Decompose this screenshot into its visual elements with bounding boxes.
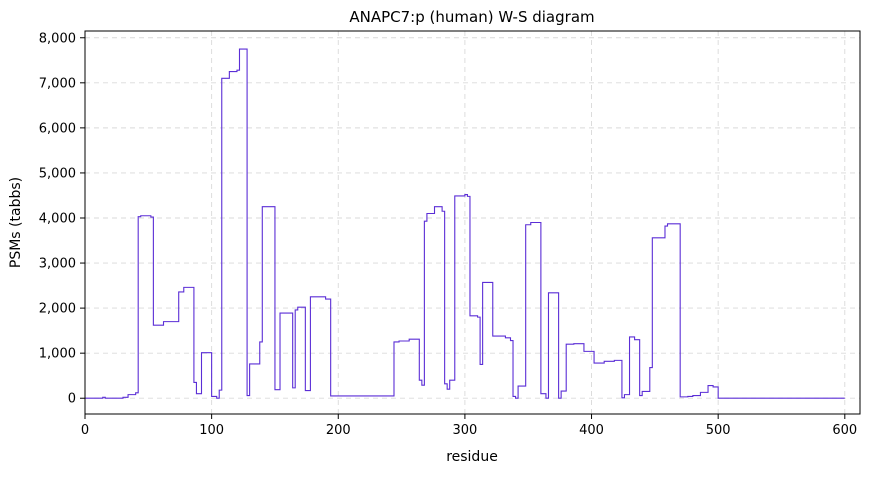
x-tick-label: 0 — [81, 423, 89, 438]
x-tick-label: 500 — [706, 423, 731, 438]
x-tick-label: 600 — [832, 423, 857, 438]
x-axis-label: residue — [446, 449, 498, 465]
series-line-0 — [85, 48, 845, 399]
x-axis: 0 100 200 300 400 500 600 — [81, 414, 857, 438]
y-tick-label: 7,000 — [39, 76, 76, 91]
y-tick-label: 3,000 — [39, 257, 76, 272]
x-tick-label: 300 — [452, 423, 477, 438]
y-tick-label: 4,000 — [39, 211, 76, 226]
chart-title: ANAPC7:p (human) W-S diagram — [349, 8, 594, 26]
y-tick-label: 5,000 — [39, 166, 76, 181]
y-tick-label: 2,000 — [39, 302, 76, 317]
plot-frame — [84, 30, 861, 415]
x-tick-label: 100 — [199, 423, 224, 438]
y-tick-label: 0 — [68, 392, 76, 407]
y-axis: 0 1,000 2,000 3,000 4,000 5,000 6,000 7,000 8,00… — [39, 31, 85, 407]
y-tick-label: 1,000 — [39, 347, 76, 362]
grid — [84, 31, 860, 414]
x-tick-label: 200 — [326, 423, 351, 438]
y-tick-label: 6,000 — [39, 121, 76, 136]
series-layer — [85, 48, 845, 399]
y-axis-label: PSMs (tabbs) — [8, 177, 24, 268]
x-tick-label: 400 — [579, 423, 604, 438]
y-tick-label: 8,000 — [39, 31, 76, 46]
